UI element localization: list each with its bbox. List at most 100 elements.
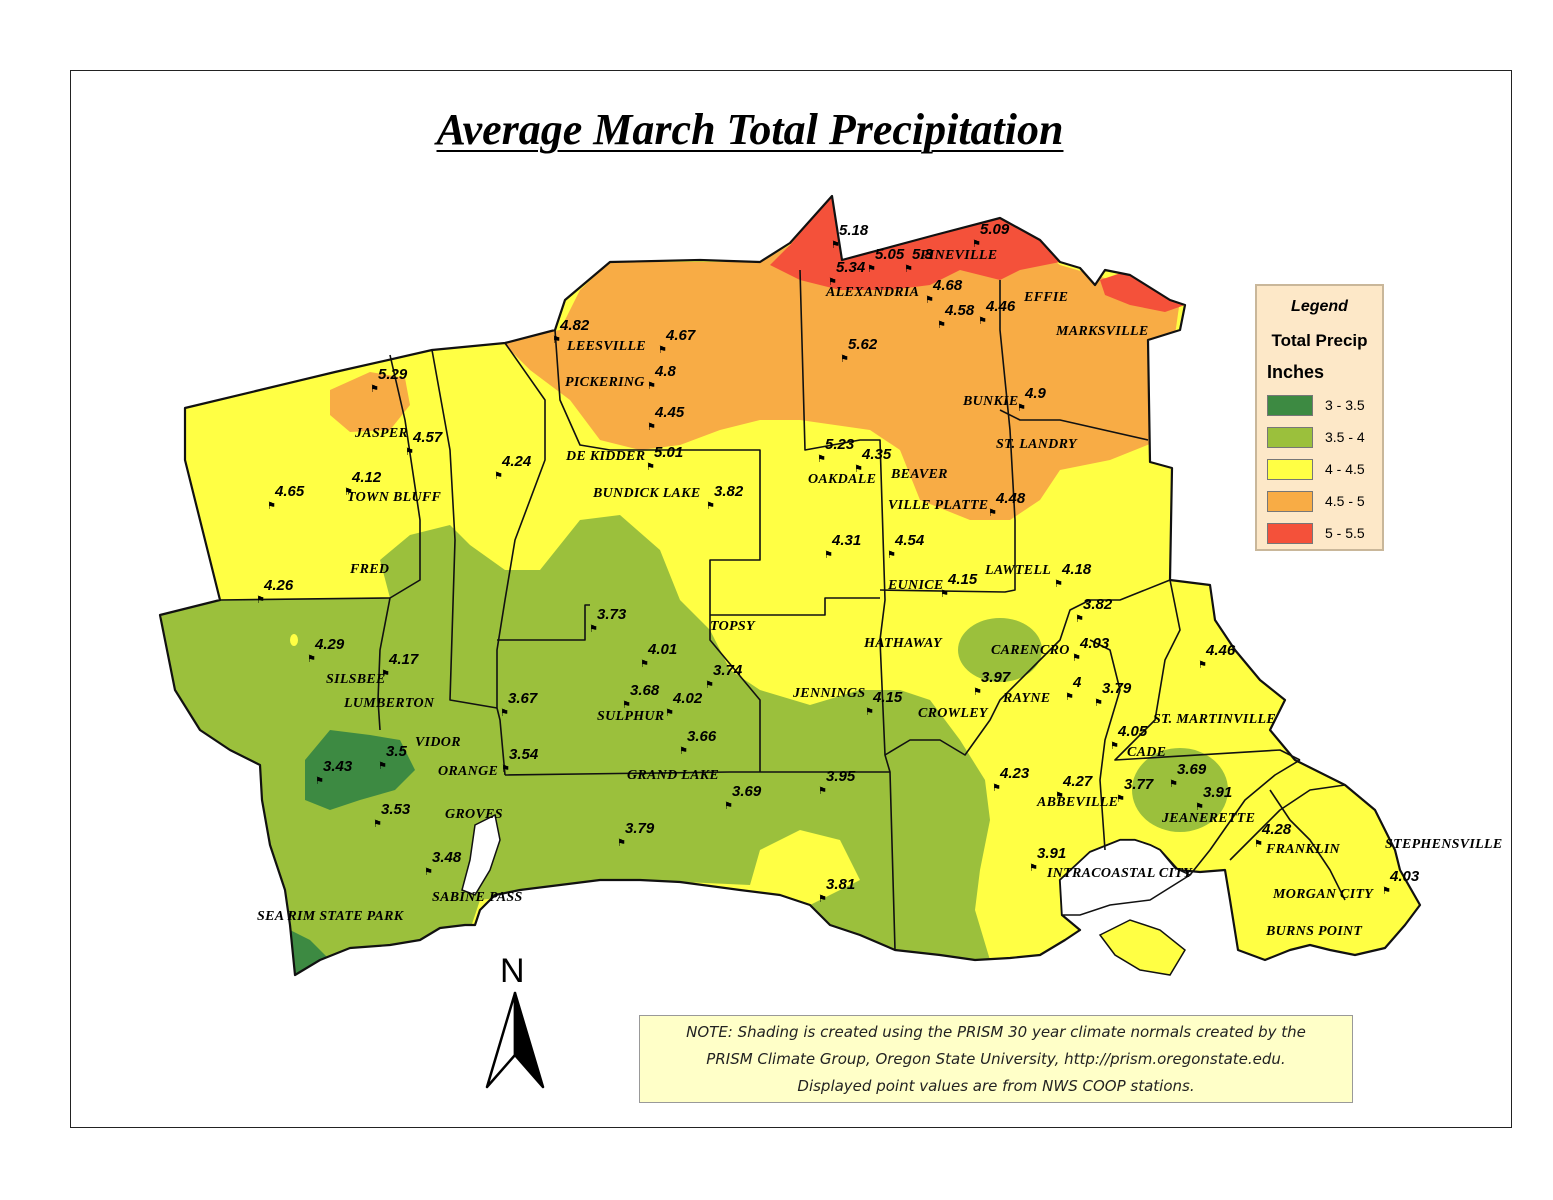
station-marker-icon: ⚑ <box>978 316 987 327</box>
station-marker-icon: ⚑ <box>817 454 826 465</box>
station-layer: PINEVILLE ALEXANDRIA EFFIE MARKSVILLE LEESVI… <box>256 221 1502 939</box>
station-marker-icon: ⚑ <box>818 786 827 797</box>
place-label: RAYNE <box>1002 691 1050 706</box>
place-label: DE KIDDER <box>565 449 645 464</box>
station-marker-icon: ⚑ <box>1382 886 1391 897</box>
place-label: SULPHUR <box>597 709 664 724</box>
station-value: 4.46 <box>1205 642 1236 659</box>
place-label: INTRACOASTAL CITY <box>1046 866 1193 881</box>
station-value: 5.29 <box>378 366 408 383</box>
station-marker-icon: ⚑ <box>1254 839 1263 850</box>
station-marker-icon: ⚑ <box>904 264 913 275</box>
station-marker-icon: ⚑ <box>706 501 715 512</box>
map-title: Average March Total Precipitation <box>436 105 1064 154</box>
station-value: 4.18 <box>1061 561 1092 578</box>
station-value: 5.3 <box>912 246 934 263</box>
place-label: CADE <box>1127 745 1166 760</box>
station-marker-icon: ⚑ <box>647 381 656 392</box>
station-marker-icon: ⚑ <box>887 550 896 561</box>
station-marker-icon: ⚑ <box>589 624 598 635</box>
station-value: 4.26 <box>263 577 294 594</box>
station-value: 3.91 <box>1037 845 1066 862</box>
station-marker-icon: ⚑ <box>370 384 379 395</box>
station-marker-icon: ⚑ <box>973 687 982 698</box>
station-marker-icon: ⚑ <box>501 764 510 775</box>
place-label: PICKERING <box>565 375 645 390</box>
station-value: 3.79 <box>1102 680 1132 697</box>
legend-item: 5 - 5.5 <box>1267 522 1365 544</box>
place-label: ST. MARTINVILLE <box>1153 712 1276 727</box>
station-value: 4.03 <box>1079 635 1110 652</box>
note-line: Displayed point values are from NWS COOP… <box>797 1077 1195 1095</box>
note-line: PRISM Climate Group, Oregon State Univer… <box>706 1050 1286 1068</box>
legend-item: 4 - 4.5 <box>1267 458 1365 480</box>
station-marker-icon: ⚑ <box>824 550 833 561</box>
station-value: 4.45 <box>654 404 685 421</box>
legend-label: 4.5 - 5 <box>1325 493 1365 509</box>
station-value: 4.02 <box>672 690 703 707</box>
station-value: 3.48 <box>432 849 462 866</box>
place-label: VILLE PLATTE <box>888 498 988 513</box>
place-label: MORGAN CITY <box>1272 887 1374 902</box>
station-value: 3.81 <box>826 876 855 893</box>
station-value: 4.24 <box>501 453 532 470</box>
station-marker-icon: ⚑ <box>1054 579 1063 590</box>
station-marker-icon: ⚑ <box>405 447 414 458</box>
station-marker-icon: ⚑ <box>617 838 626 849</box>
station-marker-icon: ⚑ <box>992 783 1001 794</box>
station-marker-icon: ⚑ <box>373 819 382 830</box>
station-value: 3.77 <box>1124 776 1154 793</box>
station-value: 4.05 <box>1117 723 1148 740</box>
legend-title: Legend <box>1291 298 1348 315</box>
station-value: 4.29 <box>314 636 345 653</box>
station-marker-icon: ⚑ <box>865 707 874 718</box>
station-marker-icon: ⚑ <box>1169 779 1178 790</box>
station-value: 3.69 <box>732 783 762 800</box>
station-value: 3.74 <box>713 662 743 679</box>
station-marker-icon: ⚑ <box>315 776 324 787</box>
place-label: ALEXANDRIA <box>825 285 919 300</box>
legend-units: Inches <box>1267 362 1325 382</box>
station-value: 5.62 <box>848 336 878 353</box>
station-value: 4.9 <box>1024 385 1047 402</box>
place-label: SILSBEE <box>326 672 386 687</box>
legend-label: 4 - 4.5 <box>1325 461 1365 477</box>
station-marker-icon: ⚑ <box>828 277 837 288</box>
station-marker-icon: ⚑ <box>665 708 674 719</box>
station-marker-icon: ⚑ <box>1065 692 1074 703</box>
station-marker-icon: ⚑ <box>724 801 733 812</box>
station-marker-icon: ⚑ <box>867 264 876 275</box>
place-label: TOWN BLUFF <box>347 490 442 505</box>
station-value: 4.8 <box>654 363 677 380</box>
station-value: 5.23 <box>825 436 855 453</box>
station-value: 3.97 <box>981 669 1011 686</box>
legend-box: Legend Total Precip Inches 3 - 3.5 3.5 -… <box>1255 284 1384 551</box>
place-label: FRANKLIN <box>1265 842 1341 857</box>
north-arrow-icon <box>485 991 545 1089</box>
station-value: 4.31 <box>831 532 861 549</box>
station-value: 5.05 <box>875 246 905 263</box>
station-value: 4.15 <box>872 689 903 706</box>
station-value: 3.5 <box>386 743 408 760</box>
station-marker-icon: ⚑ <box>705 680 714 691</box>
station-marker-icon: ⚑ <box>1110 741 1119 752</box>
station-marker-icon: ⚑ <box>378 761 387 772</box>
station-marker-icon: ⚑ <box>307 654 316 665</box>
place-label: VIDOR <box>415 735 461 750</box>
legend-item: 4.5 - 5 <box>1267 490 1365 512</box>
station-marker-icon: ⚑ <box>1075 614 1084 625</box>
place-label: TOPSY <box>710 619 756 634</box>
data-source-note: NOTE: Shading is created using the PRISM… <box>639 1015 1353 1103</box>
station-marker-icon: ⚑ <box>552 335 561 346</box>
station-value: 4.46 <box>985 298 1016 315</box>
station-marker-icon: ⚑ <box>831 240 840 251</box>
station-marker-icon: ⚑ <box>622 700 631 711</box>
legend-swatch <box>1267 522 1313 544</box>
station-marker-icon: ⚑ <box>500 708 509 719</box>
place-label: EFFIE <box>1023 290 1068 305</box>
legend-subtitle: Total Precip <box>1271 331 1368 350</box>
place-label: JASPER <box>354 426 408 441</box>
station-value: 3.79 <box>625 820 655 837</box>
station-value: 5.01 <box>654 444 683 461</box>
